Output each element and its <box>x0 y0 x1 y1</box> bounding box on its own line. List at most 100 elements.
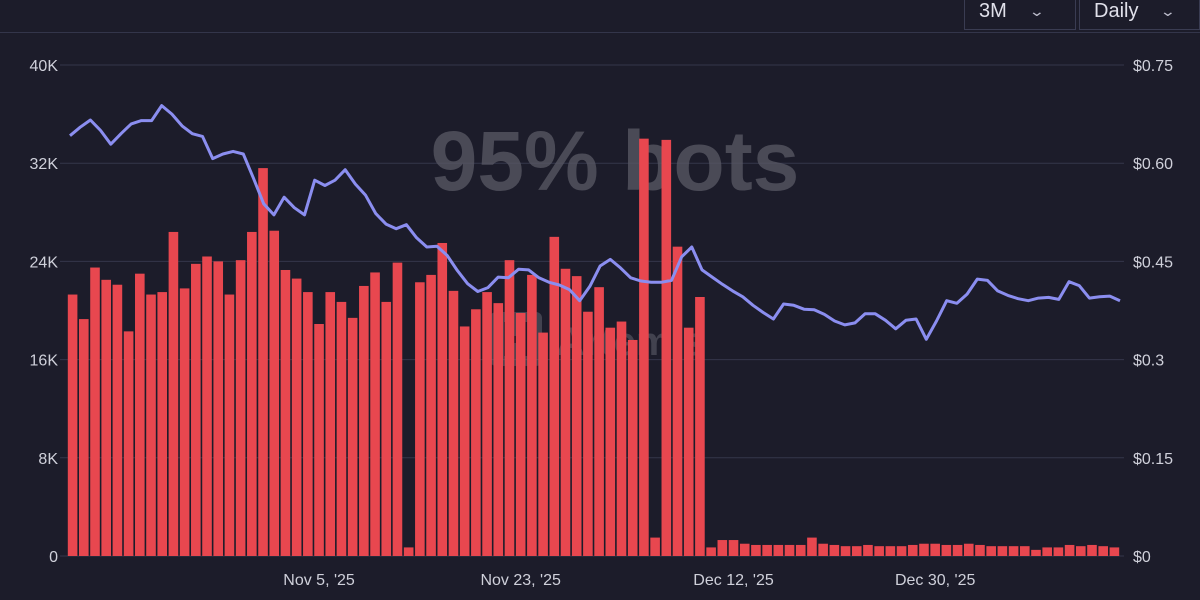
volume-bar <box>706 547 716 556</box>
price-line-series <box>69 104 1121 341</box>
right-y-axis: $0 $0.15 $0.3 $0.45 $0.60 $0.75 <box>1133 58 1173 566</box>
left-y-axis: 0 8K 16K 24K 32K 40K <box>30 58 59 566</box>
x-tick-label: Nov 23, '25 <box>480 572 561 589</box>
volume-bar <box>1064 544 1075 556</box>
right-y-tick-label: $0 <box>1133 549 1151 566</box>
volume-bar <box>448 290 459 556</box>
volume-bar <box>515 312 526 556</box>
x-axis: Nov 5, '25 Nov 23, '25 Dec 12, '25 Dec 30, … <box>283 572 975 589</box>
volume-bar <box>997 546 1008 556</box>
volume-bar <box>101 279 112 556</box>
volume-bar <box>1042 547 1052 556</box>
volume-bar <box>594 287 604 556</box>
volume-bar <box>795 544 806 556</box>
chevron-down-icon: ⌄ <box>1160 3 1177 19</box>
volume-bar <box>123 331 134 556</box>
volume-bar <box>135 273 145 556</box>
left-y-tick-label: 0 <box>49 549 58 566</box>
volume-bar <box>191 263 201 556</box>
price-line <box>69 104 1121 341</box>
volume-bar <box>258 168 268 557</box>
volume-bar <box>739 543 750 556</box>
volume-bar <box>661 139 672 556</box>
left-y-tick-label: 24K <box>30 254 59 271</box>
volume-bar <box>851 546 862 556</box>
volume-bar <box>583 311 593 556</box>
volume-bar <box>840 546 851 556</box>
volume-bar <box>437 242 448 557</box>
volume-bar <box>291 278 302 556</box>
volume-bar <box>896 546 907 556</box>
range-select-value: 3M <box>979 0 1007 22</box>
volume-bar <box>79 319 89 556</box>
volume-bar <box>963 543 974 556</box>
volume-bar <box>986 546 996 556</box>
volume-bar <box>415 282 425 556</box>
volume-bar <box>426 274 436 556</box>
volume-bar <box>459 326 470 556</box>
range-select[interactable]: 3M ⌄ <box>964 0 1076 30</box>
volume-bar <box>695 296 705 556</box>
volume-bar <box>504 260 515 556</box>
left-y-tick-label: 8K <box>38 451 58 468</box>
volume-bar <box>930 543 940 556</box>
volume-bar <box>784 544 795 556</box>
volume-bar <box>224 294 235 556</box>
volume-bar <box>907 544 918 556</box>
volume-bar <box>818 543 828 556</box>
left-y-tick-label: 32K <box>30 156 59 173</box>
volume-bar <box>168 231 179 556</box>
volume-bar <box>538 332 548 556</box>
volume-bar <box>807 537 817 556</box>
volume-bar <box>1008 546 1019 556</box>
interval-select-value: Daily <box>1094 0 1139 22</box>
left-y-tick-label: 40K <box>30 58 59 75</box>
volume-bars <box>67 138 1120 557</box>
x-tick-label: Nov 5, '25 <box>283 572 355 589</box>
volume-bar <box>952 544 963 556</box>
volume-bar <box>1098 546 1108 556</box>
volume-bar <box>863 544 873 556</box>
volume-bar <box>67 294 78 556</box>
volume-bar <box>403 547 414 556</box>
volume-bar <box>627 339 638 556</box>
interval-select[interactable]: Daily ⌄ <box>1079 0 1200 30</box>
volume-bar <box>728 540 739 556</box>
volume-bar <box>471 309 481 556</box>
volume-bar <box>146 294 156 556</box>
volume-bar <box>1053 547 1064 556</box>
volume-bar <box>247 231 257 556</box>
volume-bar <box>605 327 616 556</box>
right-y-tick-label: $0.75 <box>1133 58 1173 75</box>
volume-bar <box>235 260 246 556</box>
volume-bar <box>751 544 761 556</box>
volume-bar <box>213 261 224 556</box>
volume-bar <box>314 324 324 556</box>
volume-bar <box>381 301 392 556</box>
chevron-down-icon: ⌄ <box>1028 3 1045 19</box>
volume-bar <box>762 544 772 556</box>
volume-bar <box>527 274 537 556</box>
right-y-tick-label: $0.45 <box>1133 254 1173 271</box>
volume-bar <box>874 546 884 556</box>
volume-bar <box>112 284 123 556</box>
volume-bar <box>975 544 985 556</box>
volume-bar <box>157 292 168 556</box>
volume-bar <box>1109 547 1120 556</box>
volume-bar <box>885 546 896 556</box>
volume-bar <box>179 288 190 556</box>
volume-bar <box>829 544 840 556</box>
volume-bar <box>616 321 627 556</box>
watermark-headline: 95% bots <box>431 114 800 208</box>
chart-controls: 3M ⌄ Daily ⌄ <box>0 0 1200 33</box>
volume-bar <box>336 301 347 556</box>
right-y-tick-label: $0.15 <box>1133 451 1173 468</box>
volume-bar <box>493 303 504 556</box>
volume-bar <box>650 537 660 556</box>
volume-bar <box>683 327 694 556</box>
volume-bar <box>672 246 683 557</box>
volume-bar <box>325 292 336 556</box>
volume-bar <box>90 267 100 556</box>
volume-bar <box>549 236 560 556</box>
